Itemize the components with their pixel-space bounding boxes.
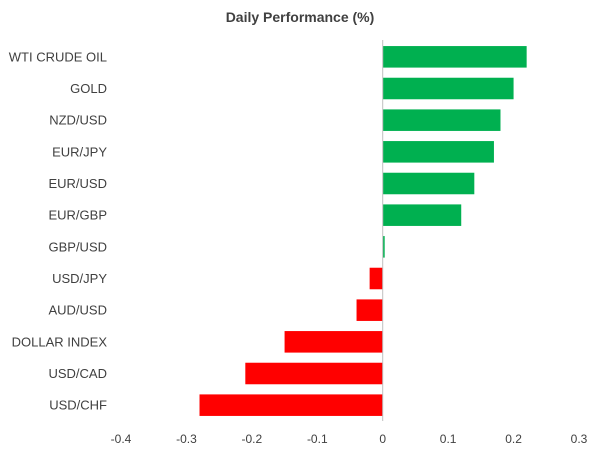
category-label: EUR/GBP — [48, 208, 107, 223]
chart-title: Daily Performance (%) — [225, 9, 375, 25]
x-tick-label: 0.1 — [440, 432, 457, 446]
bar — [382, 204, 462, 226]
category-label: USD/JPY — [52, 271, 107, 286]
category-label: USD/CHF — [49, 398, 107, 413]
bar — [284, 331, 383, 353]
x-tick-label: -0.2 — [242, 432, 263, 446]
bar — [245, 362, 383, 385]
category-label: EUR/USD — [48, 176, 107, 191]
bar — [382, 46, 527, 68]
category-label: DOLLAR INDEX — [12, 334, 108, 349]
bar — [382, 172, 475, 195]
bar — [369, 267, 383, 290]
category-label: GOLD — [70, 81, 107, 96]
category-label: USD/CAD — [48, 366, 107, 381]
x-tick-label: -0.3 — [176, 432, 197, 446]
x-tick-label: 0.3 — [571, 432, 588, 446]
category-label: EUR/JPY — [52, 144, 107, 159]
bar — [382, 236, 385, 258]
bar — [356, 299, 383, 321]
bar — [199, 394, 383, 416]
bar — [382, 141, 494, 163]
bar — [382, 77, 514, 100]
x-tick-label: -0.1 — [307, 432, 328, 446]
x-tick-label: 0 — [379, 432, 386, 446]
x-tick-label: 0.2 — [505, 432, 522, 446]
x-tick-label: -0.4 — [111, 432, 132, 446]
category-label: GBP/USD — [48, 239, 107, 254]
category-label: WTI CRUDE OIL — [9, 49, 107, 64]
category-label: NZD/USD — [49, 113, 107, 128]
category-label: AUD/USD — [48, 303, 107, 318]
bar — [382, 109, 501, 131]
